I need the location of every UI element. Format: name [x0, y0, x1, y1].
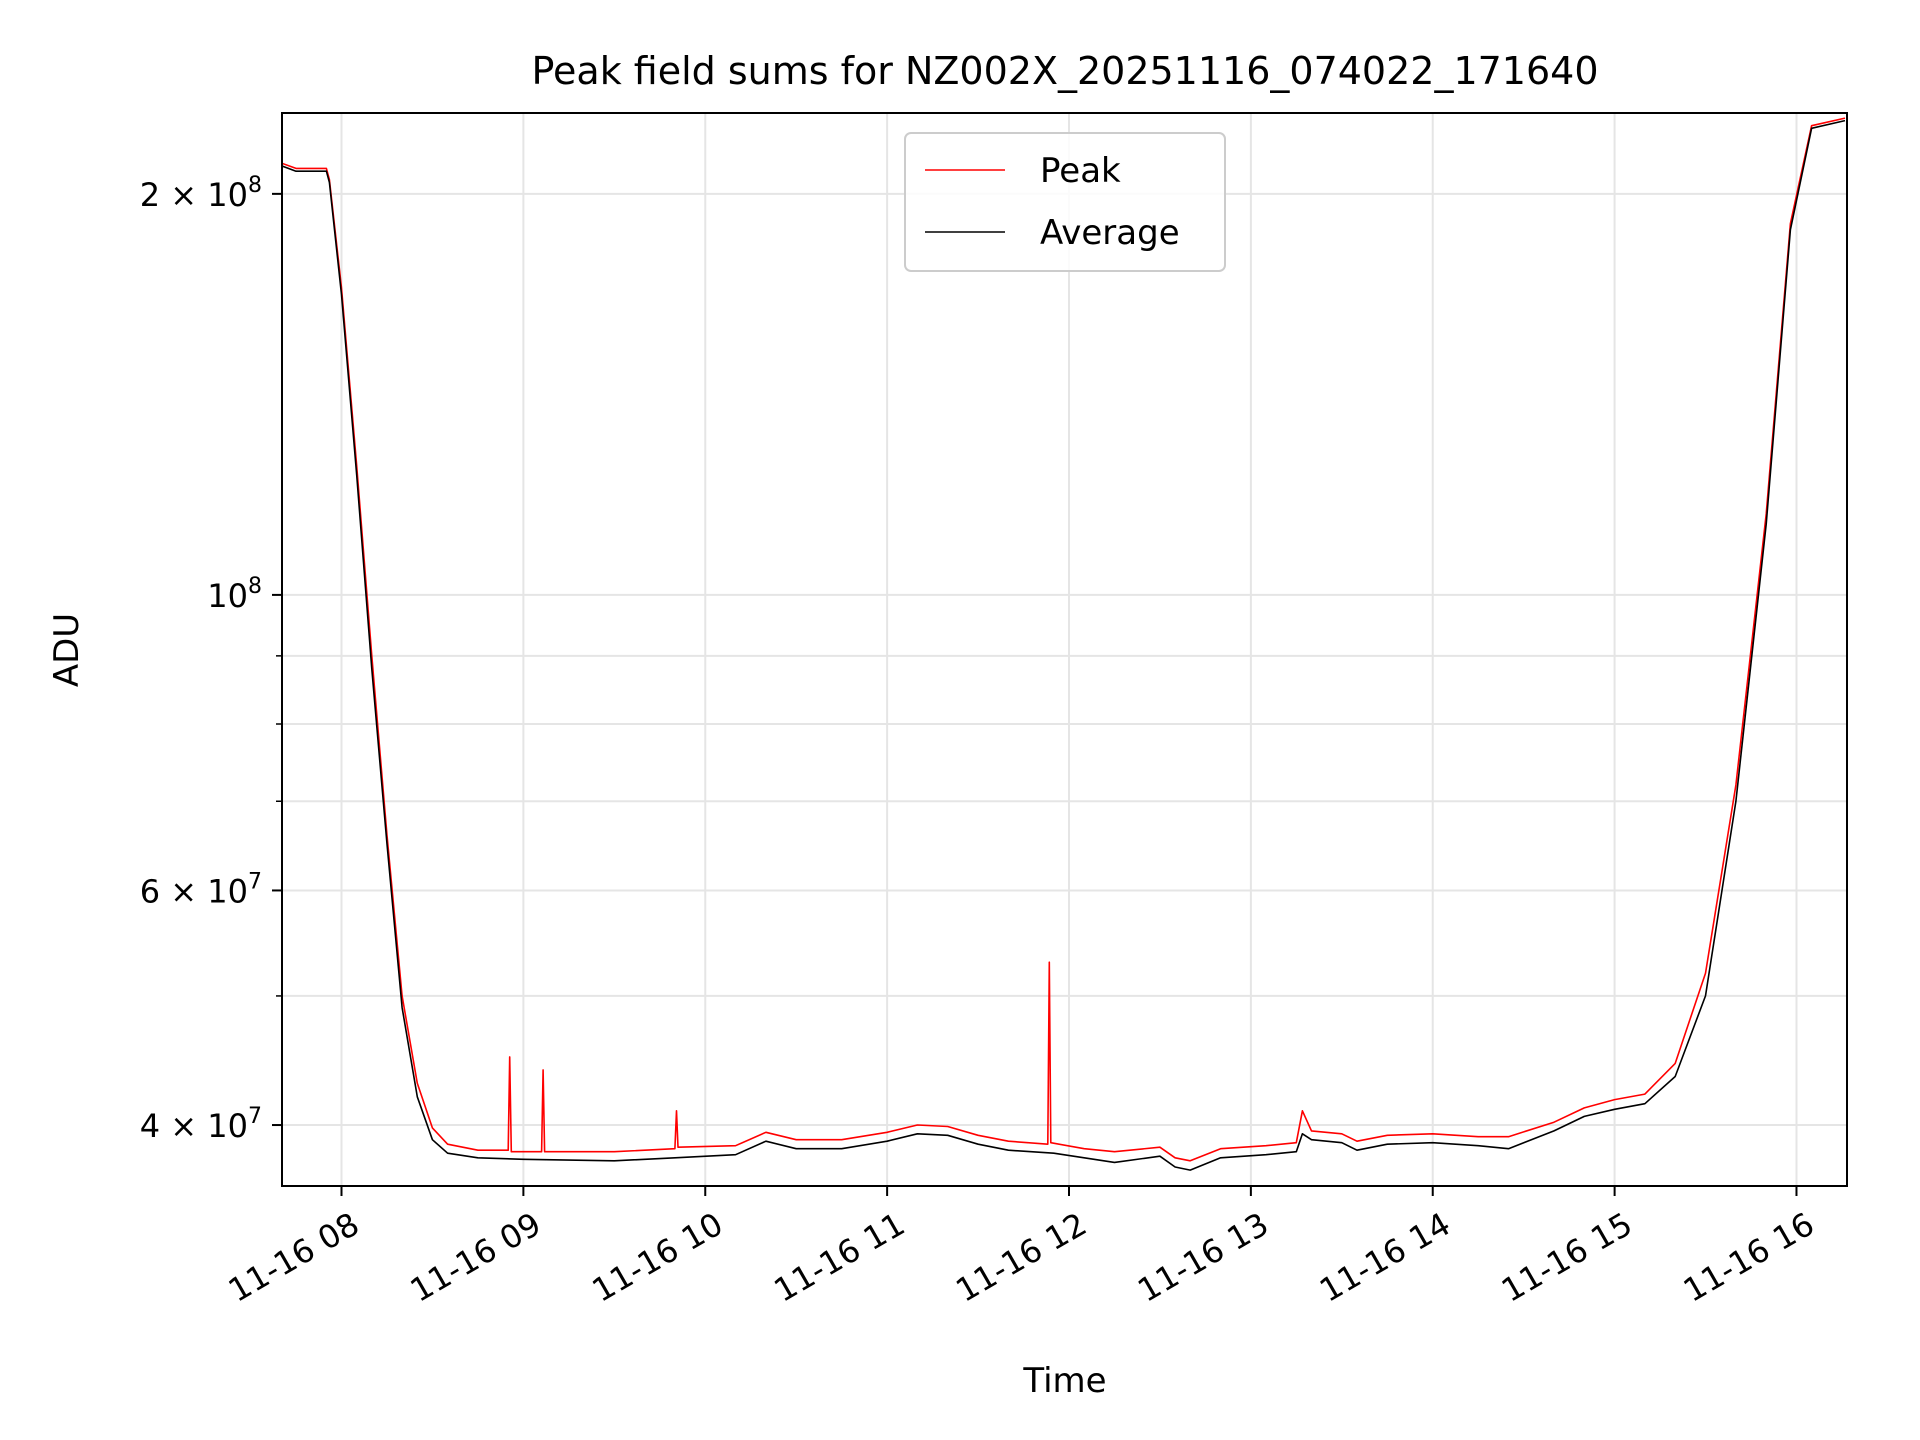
y-tick-label: 4 × 107: [140, 1104, 262, 1145]
y-axis-ticks: 4 × 107 6 × 107 108 2 × 108: [140, 173, 282, 1145]
x-axis-label: Time: [1022, 1361, 1106, 1401]
legend-label-peak: Peak: [1040, 151, 1121, 191]
y-axis-label: ADU: [47, 613, 87, 687]
legend-label-average: Average: [1040, 213, 1180, 253]
series-line-peak: [282, 117, 1846, 1162]
y-tick-label: 108: [207, 574, 262, 615]
legend: Peak Average: [904, 132, 1226, 272]
series-line-average: [282, 119, 1846, 1171]
y-tick-label: 2 × 108: [140, 173, 262, 214]
legend-box: [904, 132, 1226, 272]
series-lines: [282, 117, 1846, 1171]
grid-lines: [282, 113, 1847, 1186]
plot-frame: [281, 112, 1848, 1187]
y-tick-label: 6 × 107: [140, 869, 262, 910]
chart-title: Peak field sums for NZ002X_20251116_0740…: [531, 49, 1598, 93]
